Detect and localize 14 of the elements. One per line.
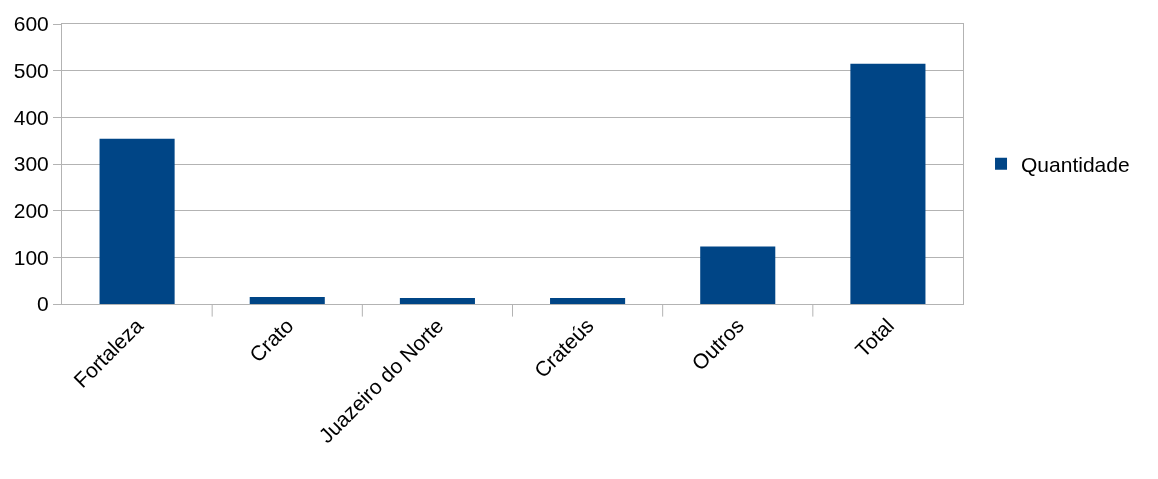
y-tick-label: 100	[13, 245, 49, 269]
y-tick-label: 400	[13, 105, 49, 129]
bar	[850, 63, 926, 304]
bar	[700, 246, 776, 304]
bar	[550, 297, 626, 304]
bar	[99, 138, 175, 304]
y-tick-label: 300	[13, 152, 49, 176]
y-tick-label: 200	[13, 199, 49, 223]
y-tick-label: 600	[13, 12, 49, 36]
y-tick-label: 500	[13, 59, 49, 83]
y-tick-label: 0	[37, 292, 49, 316]
bar	[399, 297, 475, 304]
legend-label: Quantidade	[1021, 152, 1130, 176]
bar	[249, 297, 325, 304]
